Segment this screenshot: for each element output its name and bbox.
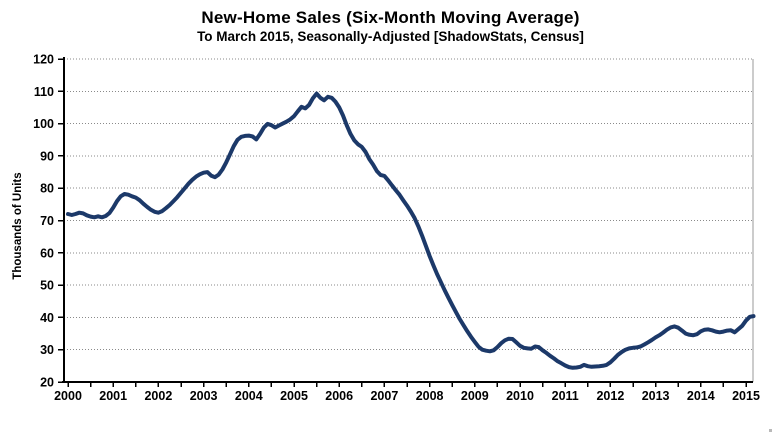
- chart-subtitle: To March 2015, Seasonally-Adjusted [Shad…: [197, 29, 584, 44]
- y-tick-label: 40: [40, 311, 54, 325]
- y-tick-label: 80: [40, 182, 54, 196]
- x-tick-label: 2011: [552, 389, 579, 403]
- x-tick-label: 2006: [325, 389, 353, 403]
- y-tick-label: 30: [40, 343, 54, 357]
- y-tick-label: 20: [40, 376, 54, 390]
- x-tick-label: 2005: [280, 389, 308, 403]
- x-tick-label: 2010: [506, 389, 534, 403]
- moving-average-line: [66, 91, 756, 370]
- x-tick-label: 2012: [596, 389, 624, 403]
- y-tick-label: 120: [33, 53, 54, 67]
- x-tick-label: 2001: [99, 389, 127, 403]
- y-tick-label: 100: [33, 117, 54, 131]
- y-tick-label: 50: [40, 279, 54, 293]
- x-tick-label: 2007: [370, 389, 398, 403]
- y-tick-label: 90: [40, 149, 54, 163]
- x-tick-label: 2003: [190, 389, 218, 403]
- x-tick-label: 2002: [144, 389, 172, 403]
- x-tick-label: 2013: [642, 389, 670, 403]
- y-tick-label: 70: [40, 214, 54, 228]
- x-tick-label: 2014: [687, 389, 715, 403]
- x-tick-label: 2008: [416, 389, 444, 403]
- x-tick-label: 2015: [732, 389, 760, 403]
- x-tick-label: 2009: [461, 389, 489, 403]
- x-tick-label: 2000: [54, 389, 82, 403]
- y-tick-label: 110: [34, 85, 54, 99]
- y-tick-label: 60: [40, 246, 54, 260]
- corner-artifact: [769, 429, 772, 432]
- x-tick-label: 2004: [235, 389, 263, 403]
- chart-title: New-Home Sales (Six-Month Moving Average…: [201, 8, 580, 27]
